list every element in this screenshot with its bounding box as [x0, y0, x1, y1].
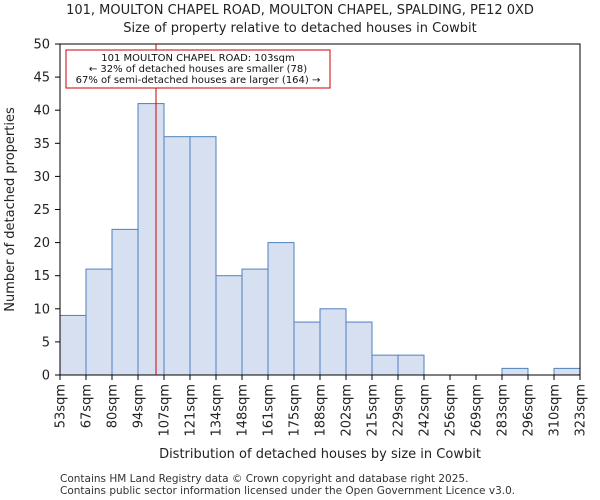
x-tick-label: 215sqm: [366, 384, 381, 437]
plot-frame: [59, 43, 581, 376]
bars-group: [59, 103, 581, 376]
x-tick-label: 202sqm: [340, 384, 355, 437]
x-tick-label: 161sqm: [262, 384, 277, 437]
footer-line-2: Contains public sector information licen…: [60, 485, 515, 497]
bar-188sqm: [319, 308, 347, 376]
annotation-line-3: 67% of semi-detached houses are larger (…: [76, 75, 321, 86]
x-axis: 53sqm 67sqm 80sqm 94sqm 107sqm 121sqm 134sqm 14…: [54, 375, 589, 437]
y-tick-label: 25: [33, 203, 50, 218]
y-tick-label: 40: [33, 104, 50, 119]
bar-134sqm: [215, 275, 243, 376]
bar-202sqm: [345, 321, 373, 376]
x-tick-label: 67sqm: [80, 384, 95, 428]
x-tick-label: 121sqm: [184, 384, 199, 437]
annotation-line-1: 101 MOULTON CHAPEL ROAD: 103sqm: [101, 53, 294, 64]
y-tick-label: 35: [33, 137, 50, 152]
y-tick-label: 15: [33, 269, 50, 284]
x-tick-label: 188sqm: [314, 384, 329, 437]
chart-title: 101, MOULTON CHAPEL ROAD, MOULTON CHAPEL…: [66, 3, 534, 18]
y-tick-label: 10: [33, 302, 50, 317]
x-tick-label: 310sqm: [548, 384, 563, 437]
chart-subtitle: Size of property relative to detached ho…: [123, 21, 476, 36]
y-tick-label: 0: [42, 369, 50, 384]
x-tick-label: 107sqm: [158, 384, 173, 437]
bar-161sqm: [267, 242, 295, 376]
x-tick-label: 242sqm: [418, 384, 433, 437]
x-tick-label: 229sqm: [392, 384, 407, 437]
bar-121sqm: [189, 136, 217, 376]
footer-line-1: Contains HM Land Registry data © Crown c…: [60, 473, 468, 485]
bar-148sqm: [241, 268, 269, 376]
x-tick-label: 148sqm: [236, 384, 251, 437]
y-tick-label: 50: [33, 38, 50, 53]
y-tick-label: 30: [33, 170, 50, 185]
y-tick-label: 20: [33, 236, 50, 251]
bar-67sqm: [85, 268, 113, 376]
bar-215sqm: [371, 354, 399, 376]
annotation-box: 101 MOULTON CHAPEL ROAD: 103sqm ← 32% of…: [65, 49, 331, 89]
annotation-line-2: ← 32% of detached houses are smaller (78…: [89, 64, 307, 75]
x-axis-label: Distribution of detached houses by size …: [159, 447, 481, 462]
x-tick-label: 53sqm: [54, 384, 69, 428]
x-tick-label: 283sqm: [496, 384, 511, 437]
x-tick-label: 80sqm: [106, 384, 121, 428]
annotation-frame: [65, 49, 331, 89]
bar-80sqm: [111, 228, 139, 376]
bar-94sqm: [137, 103, 165, 376]
y-axis-label: Number of detached properties: [3, 107, 18, 312]
bar-229sqm: [397, 354, 425, 376]
x-tick-label: 323sqm: [574, 384, 589, 437]
x-tick-label: 269sqm: [470, 384, 485, 437]
bar-310sqm: [553, 367, 581, 376]
y-axis: 0 5 10 15 20 25 30 35 40 45 50: [33, 38, 60, 384]
bar-175sqm: [293, 321, 321, 376]
y-tick-label: 5: [42, 335, 50, 350]
x-tick-label: 256sqm: [444, 384, 459, 437]
x-tick-label: 175sqm: [288, 384, 303, 437]
bar-53sqm: [59, 314, 87, 376]
bar-283sqm: [501, 367, 529, 376]
x-tick-label: 134sqm: [210, 384, 225, 437]
x-tick-label: 296sqm: [522, 384, 537, 437]
x-tick-label: 94sqm: [132, 384, 147, 428]
bar-107sqm: [163, 136, 191, 376]
y-tick-label: 45: [33, 71, 50, 86]
